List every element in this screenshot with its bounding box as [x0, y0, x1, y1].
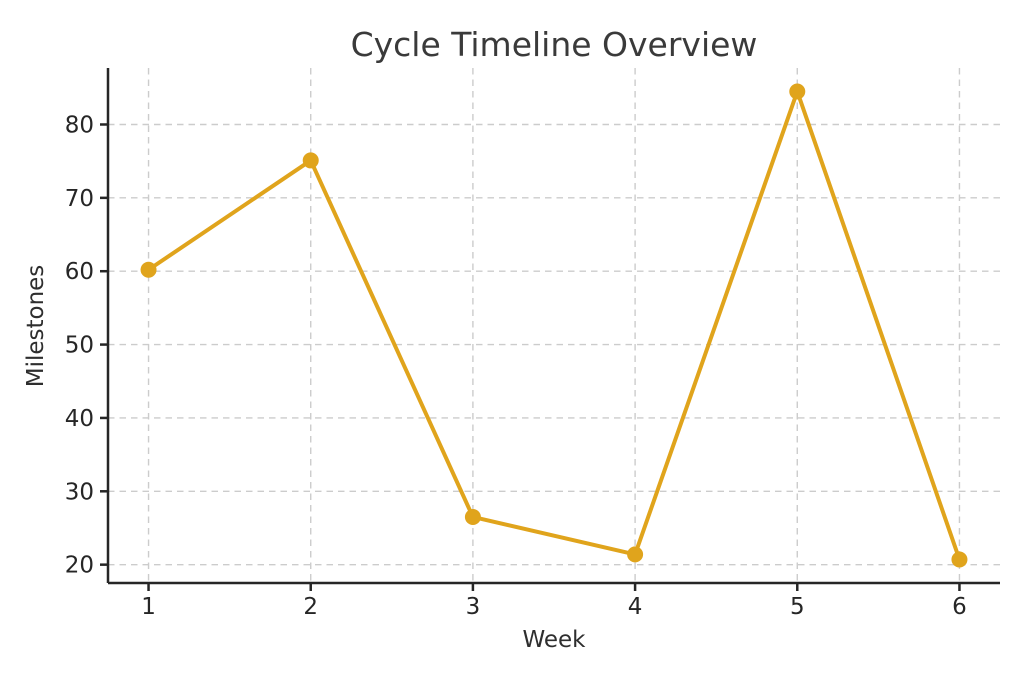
axis-ticks [100, 123, 961, 591]
data-point [951, 551, 968, 568]
y-tick-label: 40 [65, 406, 94, 432]
data-point [464, 508, 481, 525]
x-tick-label: 2 [303, 594, 318, 620]
series-line [146, 89, 962, 562]
x-tick-label: 3 [466, 594, 481, 620]
y-tick-label: 20 [65, 553, 94, 579]
y-tick-label: 60 [65, 259, 94, 285]
tick-labels: 1 2 3 4 5 6 20 30 40 50 60 70 80 [65, 112, 967, 620]
data-series [140, 83, 968, 568]
data-point [627, 546, 644, 563]
data-point [789, 83, 806, 100]
y-tick-label: 70 [65, 186, 94, 212]
x-tick-label: 5 [790, 594, 805, 620]
y-axis-label: Milestones [23, 265, 49, 388]
axes-spines [106, 68, 1000, 585]
x-tick-label: 1 [141, 594, 156, 620]
y-tick-label: 30 [65, 479, 94, 505]
y-tick-label: 80 [65, 112, 94, 138]
x-axis-label: Week [522, 627, 586, 653]
x-tick-label: 6 [952, 594, 967, 620]
data-point [140, 261, 157, 278]
x-tick-label: 4 [628, 594, 643, 620]
data-point [302, 152, 319, 169]
gridlines [108, 68, 1000, 583]
chart-title: Cycle Timeline Overview [351, 25, 758, 64]
y-tick-label: 50 [65, 333, 94, 359]
